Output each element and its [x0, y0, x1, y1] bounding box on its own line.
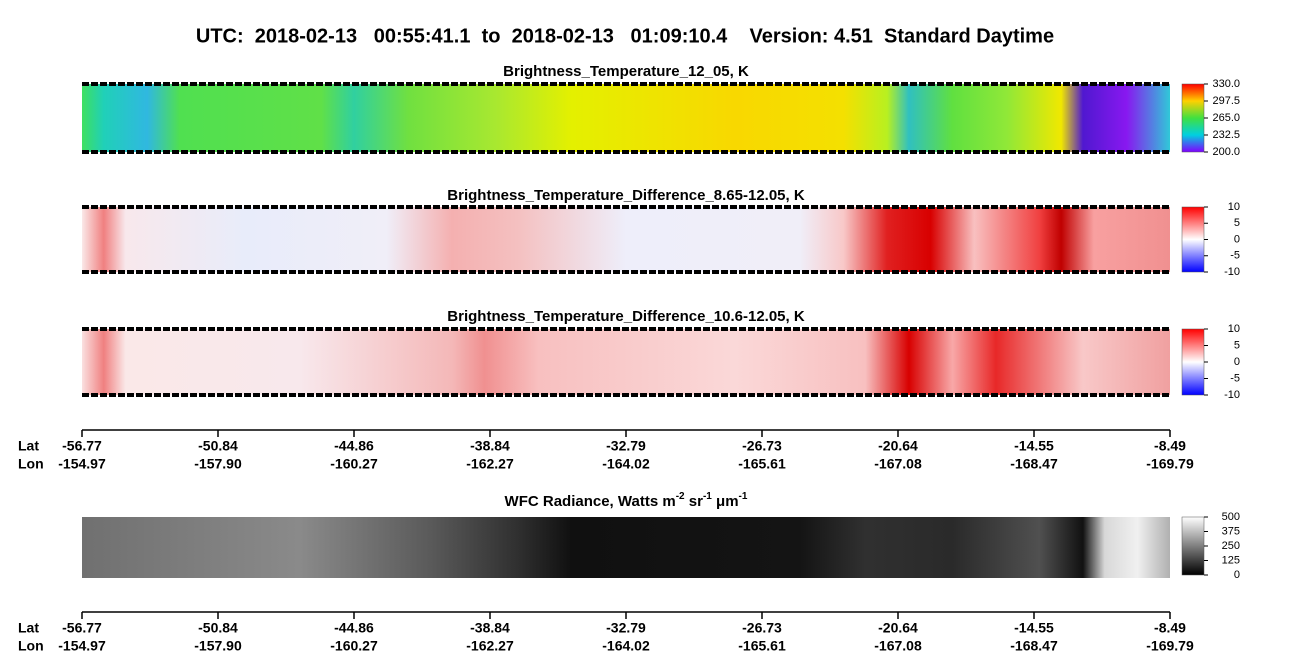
colorbar-label: 500	[1222, 511, 1240, 523]
lon-label: -157.90	[194, 456, 242, 472]
lon-label: -154.97	[58, 456, 106, 472]
title-part: μm	[712, 493, 739, 510]
lat-label: -44.86	[334, 620, 374, 636]
lat-label: -38.84	[470, 438, 510, 454]
colorbar	[1181, 328, 1205, 396]
lon-label: -162.27	[466, 638, 514, 654]
lon-label: -157.90	[194, 638, 242, 654]
lon-label: -160.27	[330, 456, 378, 472]
colorbar-label: 0	[1234, 233, 1240, 245]
colorbar-label: -5	[1230, 250, 1240, 262]
superscript: -2	[676, 491, 685, 502]
lat-label: -14.55	[1014, 620, 1054, 636]
lat-label: -32.79	[606, 438, 646, 454]
lon-label: -167.08	[874, 638, 922, 654]
colorbar-label: 5	[1234, 217, 1240, 229]
colorbar-label: 0	[1234, 356, 1240, 368]
swath-image	[82, 84, 1170, 152]
colorbar-label: 200.0	[1212, 146, 1240, 158]
superscript: -1	[739, 491, 748, 502]
lon-label: -165.61	[738, 638, 786, 654]
lat-label: -8.49	[1154, 438, 1186, 454]
title-part: sr	[685, 493, 704, 510]
colorbar-label: 265.0	[1212, 112, 1240, 124]
lon-label: -162.27	[466, 456, 514, 472]
wfc-image	[82, 517, 1170, 578]
lat-header: Lat	[18, 620, 39, 636]
lat-label: -56.77	[62, 620, 102, 636]
lon-label: -167.08	[874, 456, 922, 472]
colorbar-label: 375	[1222, 525, 1240, 537]
lon-label: -168.47	[1010, 638, 1058, 654]
colorbar-label: 250	[1222, 540, 1240, 552]
colorbar-label: -10	[1224, 389, 1240, 401]
lat-label: -26.73	[742, 438, 782, 454]
colorbar-label: 125	[1222, 554, 1240, 566]
lat-label: -20.64	[878, 620, 918, 636]
colorbar-label: 0	[1234, 569, 1240, 581]
lon-label: -164.02	[602, 456, 650, 472]
lon-label: -169.79	[1146, 638, 1194, 654]
lon-header: Lon	[18, 638, 44, 654]
colorbar-label: -5	[1230, 372, 1240, 384]
colorbar	[1181, 516, 1205, 576]
lat-label: -44.86	[334, 438, 374, 454]
title-part: WFC Radiance, Watts m	[505, 493, 676, 510]
panel-title: Brightness_Temperature_12_05, K	[503, 63, 749, 80]
colorbar-label: -10	[1224, 266, 1240, 278]
colorbar-label: 5	[1234, 339, 1240, 351]
lat-label: -50.84	[198, 620, 238, 636]
lat-label: -14.55	[1014, 438, 1054, 454]
lat-label: -8.49	[1154, 620, 1186, 636]
page-title: UTC: 2018-02-13 00:55:41.1 to 2018-02-13…	[196, 25, 1054, 47]
colorbar-label: 297.5	[1212, 95, 1240, 107]
lon-label: -168.47	[1010, 456, 1058, 472]
lat-label: -56.77	[62, 438, 102, 454]
lon-header: Lon	[18, 456, 44, 472]
lat-label: -38.84	[470, 620, 510, 636]
colorbar	[1181, 83, 1205, 153]
lat-label: -20.64	[878, 438, 918, 454]
swath-image	[82, 207, 1170, 272]
colorbar	[1181, 206, 1205, 273]
lat-label: -50.84	[198, 438, 238, 454]
colorbar-label: 232.5	[1212, 129, 1240, 141]
colorbar-label: 10	[1228, 201, 1240, 213]
lon-label: -160.27	[330, 638, 378, 654]
lon-label: -165.61	[738, 456, 786, 472]
colorbar-label: 330.0	[1212, 78, 1240, 90]
lat-label: -32.79	[606, 620, 646, 636]
lon-label: -164.02	[602, 638, 650, 654]
superscript: -1	[703, 491, 712, 502]
panel-title: Brightness_Temperature_Difference_8.65-1…	[447, 187, 805, 204]
lon-label: -154.97	[58, 638, 106, 654]
panel-title: WFC Radiance, Watts m-2 sr-1 μm-1	[505, 491, 748, 510]
lat-label: -26.73	[742, 620, 782, 636]
lat-header: Lat	[18, 438, 39, 454]
panel-title: Brightness_Temperature_Difference_10.6-1…	[447, 308, 805, 325]
swath-image	[82, 329, 1170, 395]
colorbar-label: 10	[1228, 323, 1240, 335]
lon-label: -169.79	[1146, 456, 1194, 472]
